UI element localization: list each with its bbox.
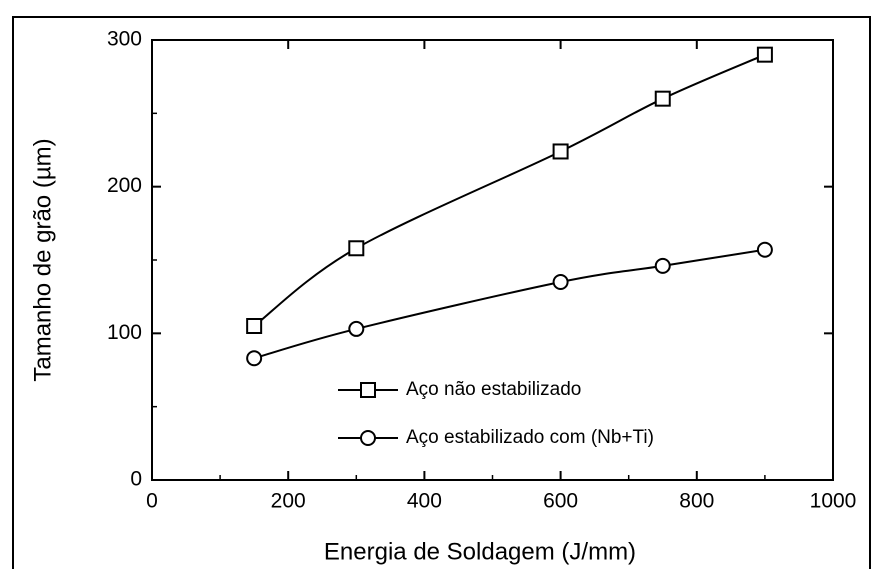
y-axis-label: Tamanho de grão (µm) [29,138,56,381]
circle-marker [654,257,671,274]
x-tick-label: 800 [679,490,714,513]
square-marker [552,143,569,160]
y-tick-label: 0 [130,468,142,491]
x-tick-label: 400 [407,490,442,513]
legend-label: Aço estabilizado com (Nb+Ti) [406,427,654,448]
x-tick-label: 1000 [810,490,857,513]
y-tick-label: 100 [107,321,142,344]
circle-marker [552,274,569,290]
legend-label: Aço não estabilizado [406,379,581,400]
y-tick-label: 300 [107,28,142,51]
square-marker [360,382,376,398]
x-axis-label: Energia de Soldagem (J/mm) [324,538,636,565]
circle-marker [348,320,365,337]
square-marker [756,46,773,63]
circle-marker [360,430,376,446]
square-marker [348,240,365,257]
circle-marker [756,241,773,258]
series-line [253,53,766,327]
plot-frame [151,39,834,481]
x-tick-label: 600 [543,490,578,513]
y-tick-label: 200 [107,174,142,197]
outer-frame [12,16,871,574]
square-marker [246,318,263,334]
x-tick-label: 0 [146,490,158,513]
square-marker [654,90,671,107]
series-line [253,248,766,360]
x-tick-label: 200 [271,490,306,513]
circle-marker [246,350,263,367]
